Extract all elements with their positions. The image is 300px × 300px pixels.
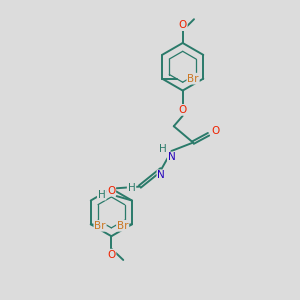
Text: O: O [178,105,187,115]
Text: Br: Br [117,221,128,231]
Text: N: N [158,170,165,180]
Text: H: H [128,183,135,193]
Text: H: H [160,144,167,154]
Text: H: H [98,190,106,200]
Text: O: O [211,126,219,136]
Text: Br: Br [94,221,106,231]
Text: O: O [107,250,116,260]
Text: Br: Br [188,74,199,84]
Text: N: N [168,152,176,162]
Text: O: O [107,186,115,196]
Text: O: O [178,20,187,30]
